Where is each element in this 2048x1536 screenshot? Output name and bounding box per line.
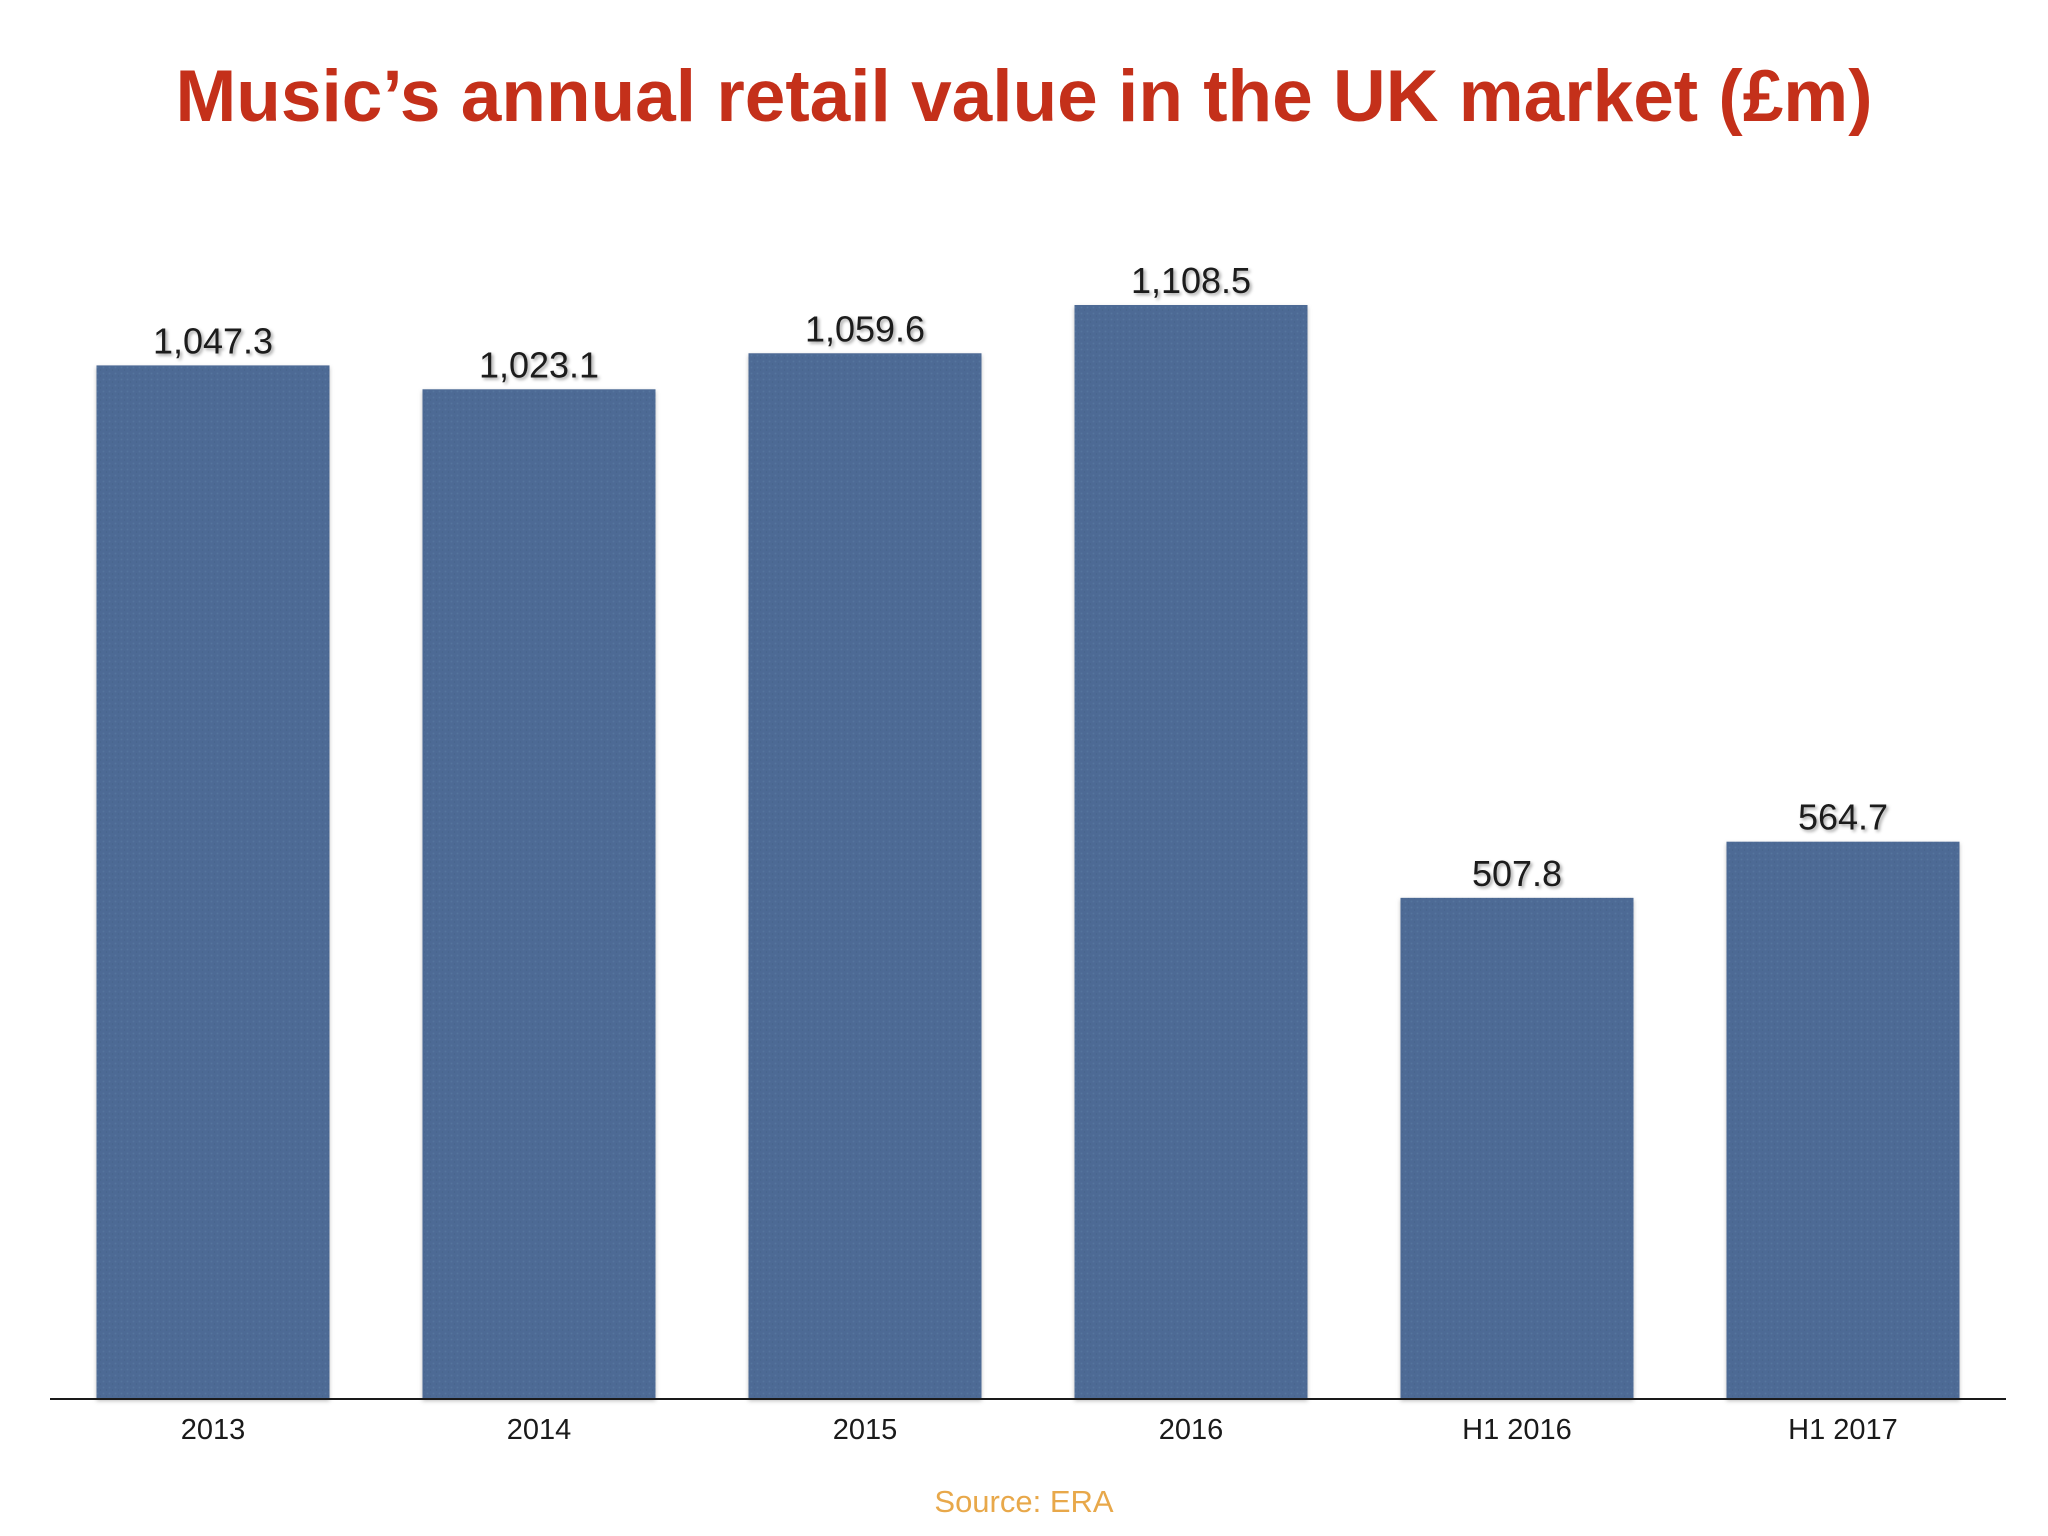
bar-2014: [422, 389, 656, 1399]
x-tick-label-2013: 2013: [181, 1414, 246, 1446]
x-tick-label-h1-2017: H1 2017: [1788, 1414, 1898, 1446]
value-labels-group: 1,047.3 1,023.1 1,059.6 1,108.5 507.8 564.7: [153, 260, 1888, 894]
value-label-2016: 1,108.5: [1131, 260, 1251, 301]
value-label-h1-2017: 564.7: [1798, 797, 1888, 838]
x-tick-label-2016: 2016: [1159, 1414, 1224, 1446]
value-label-2013: 1,047.3: [153, 320, 273, 361]
source-note: Source: ERA: [934, 1484, 1114, 1519]
x-tick-labels: 2013 2014 2015 2016 H1 2016 H1 2017: [181, 1414, 1898, 1446]
chart-title: Music’s annual retail value in the UK ma…: [175, 56, 1873, 137]
value-label-h1-2016: 507.8: [1472, 853, 1562, 894]
value-label-2015: 1,059.6: [805, 308, 925, 349]
bar-2013: [96, 365, 330, 1400]
x-tick-label-2015: 2015: [833, 1414, 898, 1446]
x-tick-label-h1-2016: H1 2016: [1462, 1414, 1572, 1446]
bars-group: [96, 305, 1960, 1400]
bar-h1-2016: [1400, 897, 1634, 1399]
x-tick-label-2014: 2014: [507, 1414, 572, 1446]
bar-h1-2017: [1726, 841, 1960, 1399]
value-label-2014: 1,023.1: [479, 344, 599, 385]
bar-2015: [748, 353, 982, 1399]
bar-2016: [1074, 305, 1308, 1399]
